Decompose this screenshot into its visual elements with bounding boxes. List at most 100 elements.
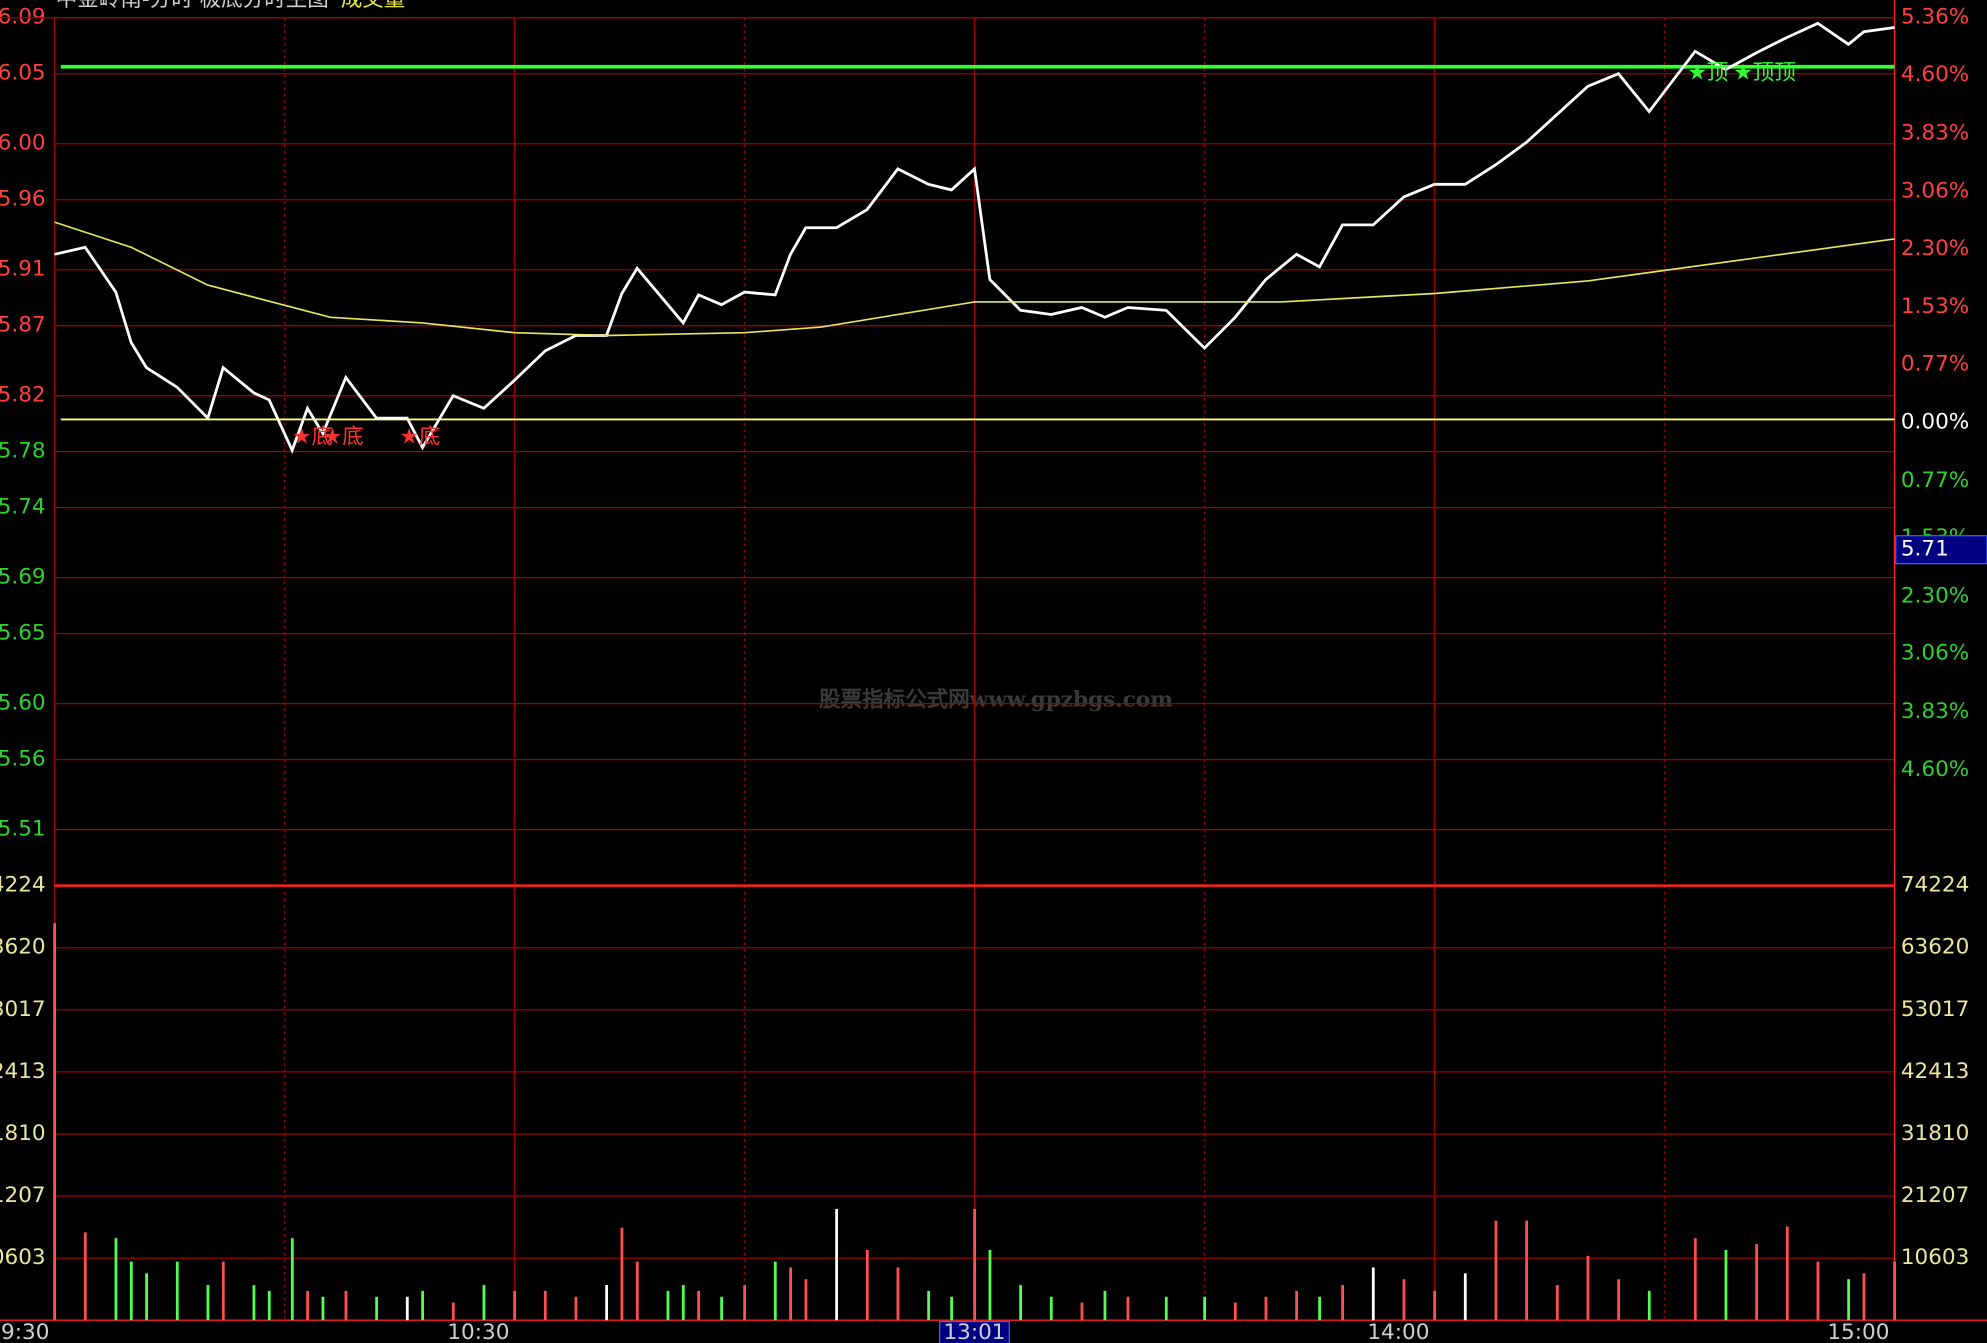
volume-bar: [1233, 1302, 1237, 1321]
annotation: ★底: [399, 425, 440, 450]
volume-bar: [405, 1296, 409, 1321]
average-line: [54, 221, 1895, 337]
volume-bar: [206, 1285, 210, 1321]
volume-bar: [1847, 1279, 1851, 1321]
volume-tick-label: 10603: [0, 1245, 46, 1270]
annotation: ★底: [323, 425, 364, 450]
volume-bar: [1371, 1267, 1375, 1321]
volume-bar: [1019, 1285, 1023, 1321]
y2-tick-label: 2.30%: [1901, 583, 1969, 608]
volume-bar: [743, 1285, 747, 1321]
y-tick-label: 5.91: [0, 257, 46, 282]
volume-tick-label: 10603: [1901, 1245, 1970, 1270]
volume-bar: [773, 1261, 777, 1321]
chart-title: 中金岭南-分时·极底分时主图·: [56, 0, 336, 12]
volume-bar: [83, 1232, 87, 1321]
y-tick-label: 5.65: [0, 621, 46, 646]
volume-bar: [375, 1296, 379, 1321]
watermark: 股票指标公式网www.gpzbgs.com: [819, 687, 1173, 713]
volume-bar: [1647, 1290, 1651, 1321]
volume-bar: [1049, 1296, 1053, 1321]
y-tick-label: 5.82: [0, 383, 46, 408]
volume-bar: [950, 1296, 954, 1321]
volume-bar: [835, 1208, 839, 1321]
volume-bar: [1755, 1244, 1759, 1321]
volume-bar: [1617, 1279, 1621, 1321]
volume-bar: [1080, 1302, 1084, 1321]
volume-bar: [973, 1208, 977, 1321]
y2-tick-label: 3.83%: [1901, 699, 1969, 724]
volume-tick-label: 74224: [0, 873, 46, 898]
volume-bar: [896, 1267, 900, 1321]
volume-bar: [321, 1296, 325, 1321]
volume-bar: [53, 923, 57, 1321]
volume-bar: [1103, 1290, 1107, 1321]
volume-bar: [1341, 1285, 1345, 1321]
volume-bar: [1724, 1249, 1728, 1321]
volume-bar: [1555, 1285, 1559, 1321]
y-tick-label: 5.51: [0, 817, 46, 842]
volume-tick-label: 42413: [1901, 1059, 1970, 1084]
annotation: ★顶: [1687, 61, 1728, 86]
x-tick-highlight: [939, 1320, 1010, 1343]
y-tick-label: 6.05: [0, 61, 46, 86]
volume-bar: [804, 1279, 808, 1321]
volume-bar: [988, 1249, 992, 1321]
y-tick-label: 5.96: [0, 187, 46, 212]
last-price-box: [1895, 535, 1987, 565]
volume-tick-label: 74224: [1901, 873, 1970, 898]
y-tick-label: 5.69: [0, 565, 46, 590]
volume-tick-label: 53017: [0, 997, 46, 1022]
y-tick-label: 5.74: [0, 495, 46, 520]
volume-tick-label: 31810: [1901, 1121, 1970, 1146]
volume-bar: [681, 1285, 685, 1321]
volume-bar: [1402, 1279, 1406, 1321]
y2-tick-label: 3.06%: [1901, 178, 1969, 203]
y2-tick-label: 1.53%: [1901, 294, 1969, 319]
volume-bar: [451, 1302, 455, 1321]
volume-bar: [513, 1290, 517, 1321]
y-tick-label: 6.00: [0, 131, 46, 156]
y2-tick-label: 5.36%: [1901, 5, 1969, 30]
volume-bar: [114, 1238, 118, 1321]
x-tick-label: 13:01: [943, 1320, 1005, 1343]
volume-bar: [252, 1285, 256, 1321]
volume-bar: [290, 1238, 294, 1321]
volume-bar: [927, 1290, 931, 1321]
volume-bar: [1816, 1261, 1820, 1321]
volume-bar: [1318, 1296, 1322, 1321]
volume-tick-label: 63620: [0, 935, 46, 960]
volume-bar: [1586, 1255, 1590, 1321]
volume-bar: [605, 1285, 609, 1321]
volume-bar: [1164, 1296, 1168, 1321]
volume-bar: [175, 1261, 179, 1321]
volume-tick-label: 21207: [1901, 1183, 1970, 1208]
volume-bar: [789, 1267, 793, 1321]
volume-bar: [720, 1296, 724, 1321]
x-tick-label: 10:30: [447, 1320, 509, 1343]
y-tick-label: 5.60: [0, 691, 46, 716]
volume-bar: [635, 1261, 639, 1321]
volume-bar: [129, 1261, 133, 1321]
volume-bar: [1126, 1296, 1130, 1321]
y-tick-label: 5.78: [0, 439, 46, 464]
y2-tick-label: 4.60%: [1901, 757, 1969, 782]
volume-bar: [1295, 1290, 1299, 1321]
volume-bar: [344, 1290, 348, 1321]
volume-bar: [1693, 1238, 1697, 1321]
price-line: [54, 21, 1895, 454]
x-tick-label: 14:00: [1367, 1320, 1429, 1343]
annotation: ★底: [292, 425, 333, 450]
volume-bar: [1494, 1220, 1498, 1321]
volume-bar: [1463, 1273, 1467, 1321]
y2-tick-label: 2.30%: [1901, 236, 1969, 261]
volume-bar: [421, 1290, 425, 1321]
volume-bar: [865, 1249, 869, 1321]
y-tick-label: 5.87: [0, 313, 46, 338]
y2-tick-label: 3.83%: [1901, 120, 1969, 145]
volume-bar: [1862, 1273, 1866, 1321]
volume-bar: [543, 1290, 547, 1321]
x-tick-label: 15:00: [1827, 1320, 1889, 1343]
volume-bar: [1525, 1220, 1529, 1321]
volume-tick-label: 42413: [0, 1059, 46, 1084]
